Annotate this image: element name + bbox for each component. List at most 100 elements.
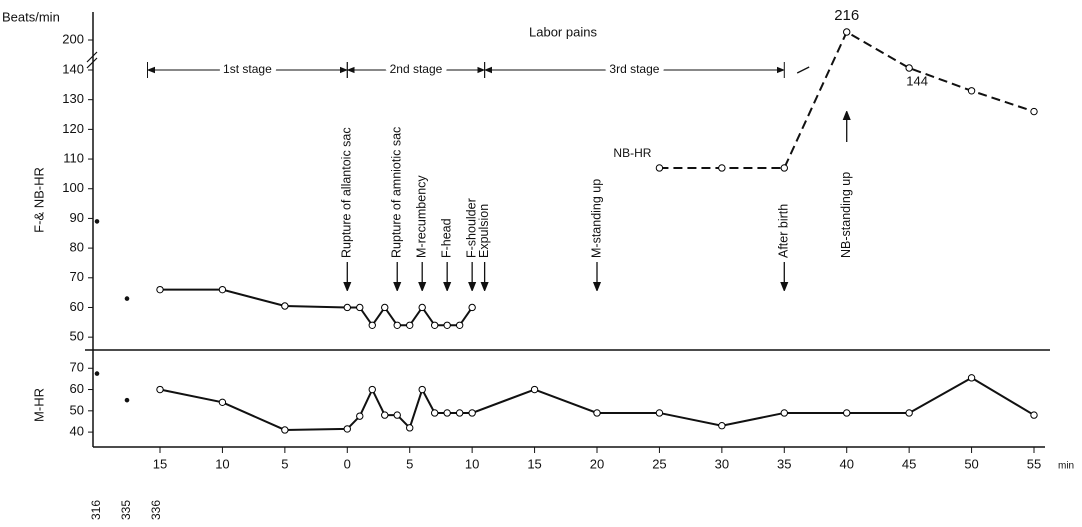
y-tick-label: 70: [70, 360, 84, 375]
event-label: M-standing up: [589, 179, 603, 258]
point: [455, 409, 464, 417]
point: [780, 164, 788, 172]
point: [655, 164, 664, 172]
point: [455, 321, 464, 329]
early-point: [124, 397, 130, 403]
y-tick-label: 90: [70, 210, 84, 225]
stage-label: 1st stage: [223, 62, 272, 76]
point: [843, 409, 851, 417]
point: [843, 28, 851, 36]
line-break-mark: [796, 66, 810, 74]
event-label: Expulsion: [477, 204, 491, 258]
y-tick-label: 60: [70, 381, 84, 396]
x-tick-label: 40: [839, 456, 853, 471]
point: [218, 285, 227, 294]
y-tick-label: 80: [70, 240, 84, 255]
point: [368, 321, 376, 329]
point: [368, 385, 376, 394]
point: [430, 409, 439, 417]
x-tick-label: 5: [281, 456, 288, 471]
point: [356, 303, 364, 312]
event-label: After birth: [777, 204, 791, 258]
line: [159, 376, 1035, 431]
point: [381, 411, 389, 419]
x-unit: min: [1058, 461, 1074, 472]
x-tick-label: 20: [590, 456, 604, 471]
x-tick-label: 15: [527, 456, 541, 471]
y-tick-label: 70: [70, 269, 84, 284]
point: [356, 412, 364, 420]
x-tick-label: 10: [215, 456, 229, 471]
event-label: NB-standing up: [839, 172, 853, 258]
event-label: F-head: [439, 218, 453, 258]
point: [905, 409, 913, 417]
point: [1030, 107, 1038, 116]
point: [393, 321, 401, 329]
point: [218, 398, 227, 407]
early-label: 335: [119, 500, 133, 520]
early-point: [94, 219, 100, 224]
point: [281, 426, 289, 434]
stage-label: 2nd stage: [390, 62, 443, 76]
value-label: 216: [834, 7, 859, 24]
point: [156, 285, 164, 294]
point: [468, 409, 476, 417]
point: [530, 385, 539, 394]
y-tick-label: 100: [62, 180, 84, 195]
point: [381, 303, 389, 312]
point: [967, 374, 976, 382]
point: [281, 302, 289, 310]
point: [443, 409, 451, 417]
point: [718, 164, 726, 172]
y-tick-label: 110: [63, 150, 84, 165]
x-tick-label: 30: [715, 456, 729, 471]
point: [343, 425, 351, 433]
point: [905, 64, 913, 72]
dashed-line: [659, 30, 1035, 169]
y-unit: Beats/min: [2, 9, 60, 24]
point: [418, 303, 426, 312]
event-label: F-shoulder: [464, 198, 478, 258]
x-tick-label: 45: [902, 456, 916, 471]
point: [156, 385, 164, 394]
early-point: [124, 296, 130, 301]
y-axis-label: M-HR: [31, 388, 46, 422]
point: [468, 303, 476, 312]
chart-title: Labor pains: [529, 24, 597, 39]
x-tick-label: 15: [153, 456, 167, 471]
stage-label: 3rd stage: [609, 62, 659, 76]
point: [655, 409, 664, 417]
series-label: NB-HR: [613, 146, 651, 160]
point: [418, 385, 426, 394]
early-label: 316: [89, 500, 103, 520]
x-tick-label: 25: [652, 456, 666, 471]
x-tick-label: 50: [964, 456, 978, 471]
y-tick-label: 40: [70, 424, 84, 439]
x-tick-label: 35: [777, 456, 791, 471]
event-label: M-recumbency: [414, 175, 428, 258]
point: [967, 87, 976, 95]
early-point: [94, 371, 100, 376]
point: [1030, 411, 1038, 419]
y-tick-label: 140: [62, 61, 84, 76]
point: [430, 321, 439, 329]
y-tick-label: 50: [70, 402, 84, 417]
x-tick-label: 55: [1027, 456, 1041, 471]
event-label: Rupture of amniotic sac: [390, 127, 404, 258]
point: [593, 409, 601, 417]
y-tick-label: 200: [62, 31, 84, 46]
y-tick-label: 130: [62, 91, 84, 106]
point: [406, 321, 414, 329]
value-label: 144: [906, 73, 928, 88]
y-tick-label: 60: [70, 299, 84, 314]
axis-break: [86, 51, 98, 69]
x-tick-label: 5: [406, 456, 413, 471]
x-tick-label: 10: [465, 456, 479, 471]
y-axis-label: F-& NB-HR: [31, 167, 46, 233]
point: [443, 321, 451, 329]
x-tick-label: 0: [344, 456, 351, 471]
early-label: 336: [149, 500, 163, 520]
point: [343, 303, 351, 312]
y-tick-label: 120: [62, 121, 84, 136]
